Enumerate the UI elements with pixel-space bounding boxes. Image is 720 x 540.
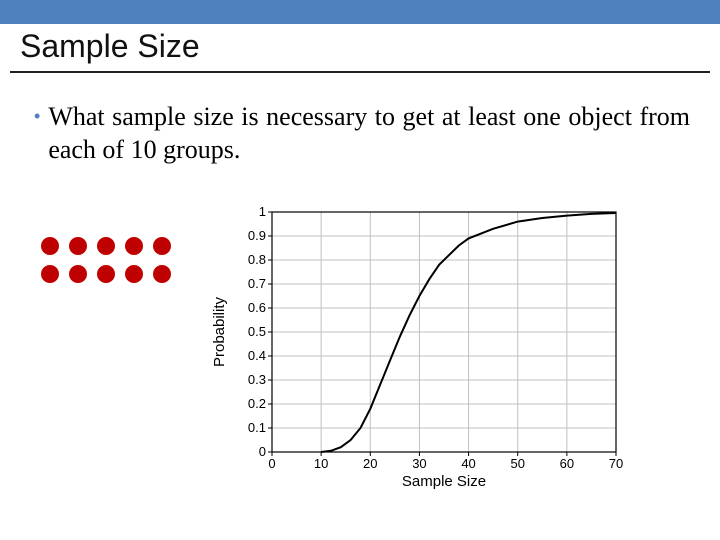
svg-text:30: 30 — [412, 456, 426, 471]
grid-dot — [97, 265, 115, 283]
grid-dot — [97, 237, 115, 255]
svg-text:0.5: 0.5 — [248, 324, 266, 339]
svg-text:0.2: 0.2 — [248, 396, 266, 411]
svg-text:0.9: 0.9 — [248, 228, 266, 243]
svg-text:Probability: Probability — [211, 296, 228, 367]
svg-text:60: 60 — [560, 456, 574, 471]
svg-text:0.8: 0.8 — [248, 252, 266, 267]
svg-text:Sample Size: Sample Size — [402, 473, 486, 490]
svg-text:0.6: 0.6 — [248, 300, 266, 315]
bullet-marker: • — [34, 101, 40, 131]
grid-dot — [69, 265, 87, 283]
svg-text:20: 20 — [363, 456, 377, 471]
svg-text:0.7: 0.7 — [248, 276, 266, 291]
svg-text:1: 1 — [259, 204, 266, 219]
svg-text:10: 10 — [314, 456, 328, 471]
probability-chart: 0 10 20 30 40 50 60 70 0 0.1 0.2 0.3 0.4 0.5 0.6 0.7 0.8… — [206, 202, 626, 492]
grid-dot — [41, 265, 59, 283]
svg-text:0: 0 — [259, 444, 266, 459]
grid-dot — [69, 237, 87, 255]
grid-dot — [125, 237, 143, 255]
bullet-text: What sample size is necessary to get at … — [48, 101, 690, 166]
chart-svg: 0 10 20 30 40 50 60 70 0 0.1 0.2 0.3 0.4 0.5 0.6 0.7 0.8… — [206, 202, 626, 492]
page-title: Sample Size — [20, 28, 700, 65]
svg-text:50: 50 — [510, 456, 524, 471]
svg-text:0.1: 0.1 — [248, 420, 266, 435]
dot-grid — [36, 232, 176, 492]
svg-text:0.3: 0.3 — [248, 372, 266, 387]
grid-dot — [153, 265, 171, 283]
grid-dot — [41, 237, 59, 255]
svg-text:40: 40 — [461, 456, 475, 471]
bullet-item: • What sample size is necessary to get a… — [30, 101, 690, 166]
svg-text:70: 70 — [609, 456, 623, 471]
grid-dot — [153, 237, 171, 255]
svg-text:0.4: 0.4 — [248, 348, 266, 363]
svg-text:0: 0 — [268, 456, 275, 471]
top-banner — [0, 0, 720, 24]
grid-dot — [125, 265, 143, 283]
